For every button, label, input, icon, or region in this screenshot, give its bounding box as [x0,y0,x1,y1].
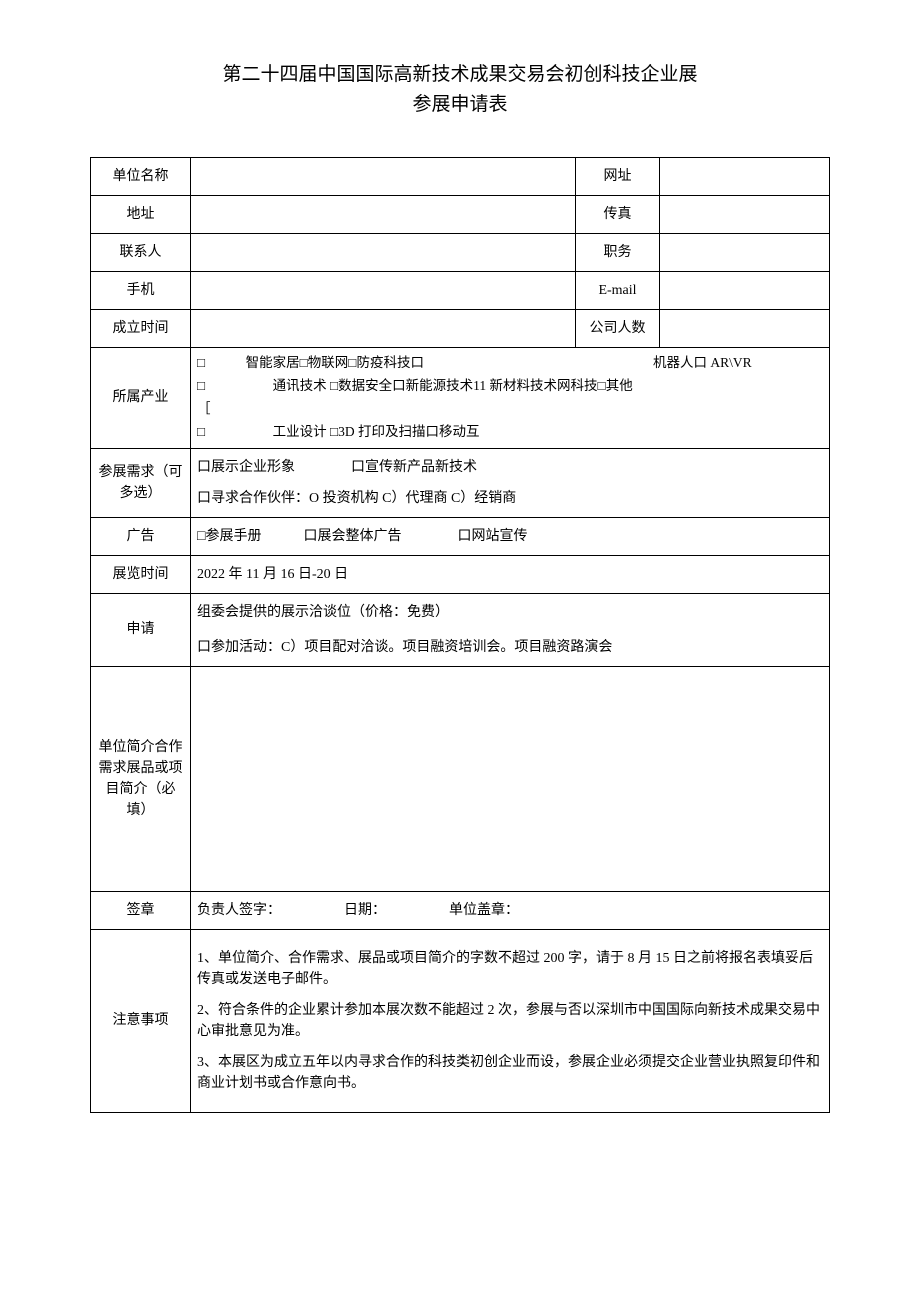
field-mobile[interactable] [191,271,576,309]
apply-line1: 组委会提供的展示洽谈位（价格：免费） [197,602,823,623]
label-website: 网址 [576,157,660,195]
field-founded[interactable] [191,309,576,347]
field-brief[interactable] [191,666,830,891]
notes-p1: 1、单位简介、合作需求、展品或项目简介的字数不超过 200 字，请于 8 月 1… [197,948,823,990]
notes-p2: 2、符合条件的企业累计参加本展次数不能超过 2 次，参展与否以深圳市中国国际向新… [197,1000,823,1042]
table-row: 参展需求（可多选） 口展示企业形象 口宣传新产品新技术 口寻求合作伙伴：O 投资… [91,448,830,517]
label-brief: 单位简介合作需求展品或项目简介（必填） [91,666,191,891]
field-needs[interactable]: 口展示企业形象 口宣传新产品新技术 口寻求合作伙伴：O 投资机构 C）代理商 C… [191,448,830,517]
industry-line3: ［ [197,398,823,421]
table-row: 申请 组委会提供的展示洽谈位（价格：免费） 口参加活动：C）项目配对洽谈。项目融… [91,593,830,666]
application-form-table: 单位名称 网址 地址 传真 联系人 职务 手机 E-mail 成立时间 公司人数… [90,157,830,1113]
field-fax[interactable] [660,195,830,233]
label-notes: 注意事项 [91,929,191,1112]
field-apply[interactable]: 组委会提供的展示洽谈位（价格：免费） 口参加活动：C）项目配对洽谈。项目融资培训… [191,593,830,666]
field-position[interactable] [660,233,830,271]
industry-line1-right: 机器人口 AR\VR [653,352,823,375]
title-line1: 第二十四届中国国际高新技术成果交易会初创科技企业展 [90,60,830,90]
industry-line1: □ 智能家居□物联网□防疫科技口 [197,352,653,375]
label-email: E-mail [576,271,660,309]
field-ad[interactable]: □参展手册 口展会整体广告 口网站宣传 [191,517,830,555]
table-row: 签章 负责人签字： 日期： 单位盖章： [91,891,830,929]
label-address: 地址 [91,195,191,233]
label-apply: 申请 [91,593,191,666]
table-row: 所属产业 □ 智能家居□物联网□防疫科技口 机器人口 AR\VR □ 通讯技术 … [91,347,830,448]
industry-line4: □ 工业设计 □3D 打印及扫描口移动互 [197,421,823,444]
field-staff[interactable] [660,309,830,347]
field-notes: 1、单位简介、合作需求、展品或项目简介的字数不超过 200 字，请于 8 月 1… [191,929,830,1112]
label-ad: 广告 [91,517,191,555]
needs-line2: 口寻求合作伙伴：O 投资机构 C）代理商 C）经销商 [197,488,823,509]
label-sign: 签章 [91,891,191,929]
label-industry: 所属产业 [91,347,191,448]
field-exhibit-time: 2022 年 11 月 16 日-20 日 [191,555,830,593]
table-row: 成立时间 公司人数 [91,309,830,347]
label-founded: 成立时间 [91,309,191,347]
field-email[interactable] [660,271,830,309]
title-line2: 参展申请表 [90,90,830,120]
table-row: 单位简介合作需求展品或项目简介（必填） [91,666,830,891]
field-unit-name[interactable] [191,157,576,195]
apply-line2: 口参加活动：C）项目配对洽谈。项目融资培训会。项目融资路演会 [197,637,823,658]
label-fax: 传真 [576,195,660,233]
field-industry[interactable]: □ 智能家居□物联网□防疫科技口 机器人口 AR\VR □ 通讯技术 □数据安全… [191,347,830,448]
field-website[interactable] [660,157,830,195]
field-address[interactable] [191,195,576,233]
field-contact[interactable] [191,233,576,271]
label-contact: 联系人 [91,233,191,271]
table-row: 单位名称 网址 [91,157,830,195]
notes-p3: 3、本展区为成立五年以内寻求合作的科技类初创企业而设，参展企业必须提交企业营业执… [197,1052,823,1094]
table-row: 手机 E-mail [91,271,830,309]
table-row: 联系人 职务 [91,233,830,271]
needs-line1: 口展示企业形象 口宣传新产品新技术 [197,457,823,478]
table-row: 广告 □参展手册 口展会整体广告 口网站宣传 [91,517,830,555]
industry-line2: □ 通讯技术 □数据安全口新能源技术11 新材料技术网科技□其他 [197,375,823,398]
label-exhibit-time: 展览时间 [91,555,191,593]
label-staff: 公司人数 [576,309,660,347]
table-row: 展览时间 2022 年 11 月 16 日-20 日 [91,555,830,593]
label-needs: 参展需求（可多选） [91,448,191,517]
page-title: 第二十四届中国国际高新技术成果交易会初创科技企业展 参展申请表 [90,60,830,121]
field-sign[interactable]: 负责人签字： 日期： 单位盖章： [191,891,830,929]
label-position: 职务 [576,233,660,271]
label-unit-name: 单位名称 [91,157,191,195]
table-row: 地址 传真 [91,195,830,233]
table-row: 注意事项 1、单位简介、合作需求、展品或项目简介的字数不超过 200 字，请于 … [91,929,830,1112]
label-mobile: 手机 [91,271,191,309]
